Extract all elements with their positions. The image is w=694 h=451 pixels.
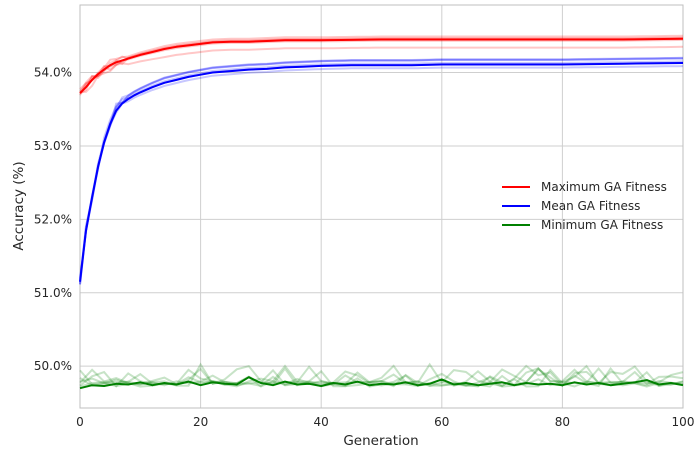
x-tick-label: 80 <box>555 415 570 429</box>
run-line <box>79 38 684 96</box>
series-line <box>79 376 684 390</box>
legend: Maximum GA Fitness Mean GA Fitness Minimum… <box>502 180 667 232</box>
x-tick-label: 60 <box>434 415 449 429</box>
y-tick-label: 54.0% <box>34 66 72 80</box>
x-axis-label: Generation <box>343 433 418 449</box>
y-tick-label: 50.0% <box>34 359 72 373</box>
legend-label: Mean GA Fitness <box>541 199 640 213</box>
x-tick-labels: 0 20 40 60 80 100 <box>76 415 694 429</box>
y-axis-label: Accuracy (%) <box>11 161 27 250</box>
run-line <box>79 36 684 90</box>
legend-label: Maximum GA Fitness <box>541 180 667 194</box>
run-line <box>79 57 684 279</box>
x-tick-label: 40 <box>314 415 329 429</box>
run-line <box>79 364 684 388</box>
y-tick-labels: 50.0% 51.0% 52.0% 53.0% 54.0% <box>34 66 72 374</box>
y-tick-label: 51.0% <box>34 286 72 300</box>
axes-frame <box>79 4 684 409</box>
x-tick-label: 100 <box>672 415 694 429</box>
run-line <box>79 45 684 93</box>
run-line <box>79 61 684 285</box>
series-lines <box>79 37 684 390</box>
y-tick-label: 53.0% <box>34 139 72 153</box>
run-line <box>79 56 684 282</box>
x-tick-label: 20 <box>193 415 208 429</box>
x-tick-label: 0 <box>76 415 84 429</box>
run-line <box>79 34 684 94</box>
y-tick-label: 52.0% <box>34 212 72 226</box>
series-line <box>79 62 684 282</box>
run-line <box>79 57 683 284</box>
run-line <box>79 60 684 285</box>
run-line <box>79 362 684 388</box>
legend-label: Minimum GA Fitness <box>541 218 663 232</box>
run-line <box>79 65 684 280</box>
series-line <box>79 37 684 94</box>
